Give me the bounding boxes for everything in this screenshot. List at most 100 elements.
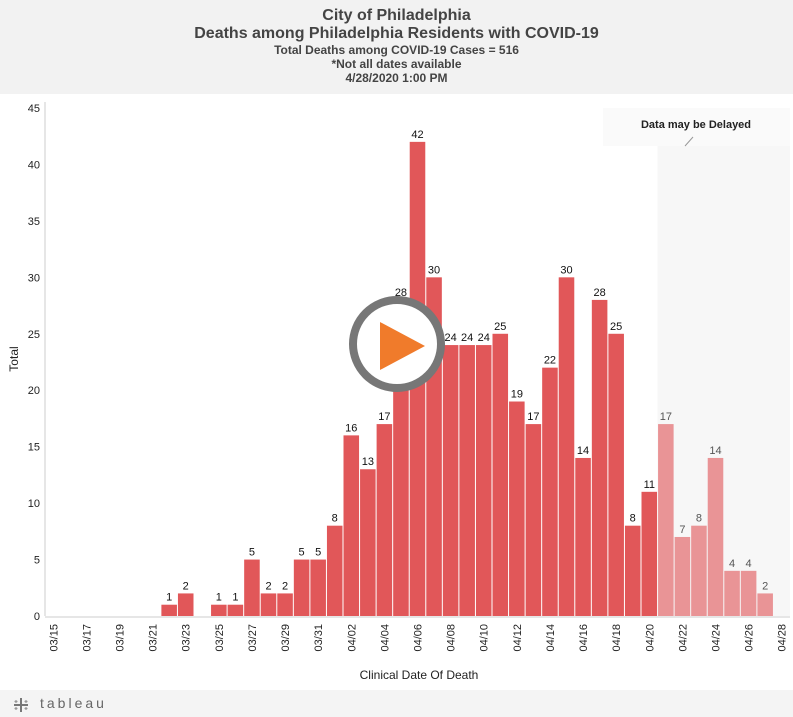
bar-04-12[interactable] <box>509 401 525 616</box>
bar-04-17[interactable] <box>591 299 608 616</box>
bar-04-25[interactable] <box>724 570 740 616</box>
bar-04-24[interactable] <box>707 457 724 616</box>
bar-value-label: 8 <box>332 513 338 525</box>
bar-value-label: 1 <box>166 592 172 604</box>
y-axis: 0 5 10 15 20 25 30 35 40 45 <box>28 102 46 623</box>
y-tick-label: 25 <box>28 329 40 341</box>
bar-04-09[interactable] <box>459 345 475 616</box>
bar-03-28[interactable] <box>260 593 277 616</box>
bar-value-label: 17 <box>527 411 539 423</box>
bar-04-01[interactable] <box>326 525 343 616</box>
bar-04-21[interactable] <box>658 424 674 616</box>
bar-04-14[interactable] <box>542 367 558 616</box>
annotation-pointer <box>684 136 694 147</box>
tableau-footer: tableau <box>0 690 793 717</box>
bar-value-label: 25 <box>494 321 506 333</box>
bar-value-label: 4 <box>729 558 735 570</box>
bar-04-20[interactable] <box>641 491 658 616</box>
bar-04-11[interactable] <box>492 333 509 616</box>
bar-04-27[interactable] <box>757 593 773 616</box>
y-tick-label: 5 <box>34 555 40 567</box>
bar-value-label: 2 <box>265 580 271 592</box>
bar-04-04[interactable] <box>376 424 393 616</box>
x-tick-label: 03/31 <box>313 624 325 652</box>
chart-header: City of Philadelphia Deaths among Philad… <box>0 0 793 94</box>
bar-value-label: 30 <box>560 264 572 276</box>
y-tick-label: 30 <box>28 272 40 284</box>
bar-03-31[interactable] <box>310 559 326 616</box>
x-tick-label: 04/10 <box>479 624 491 652</box>
x-axis: 03/15 03/17 03/19 03/21 03/23 03/25 03/27 03/29… <box>45 616 790 652</box>
bar-03-25[interactable] <box>211 604 227 616</box>
bar-value-label: 19 <box>511 389 523 401</box>
x-tick-label: 03/25 <box>214 624 226 652</box>
bar-04-15[interactable] <box>558 277 575 616</box>
bar-value-label: 5 <box>315 547 321 559</box>
bar-value-label: 28 <box>395 287 407 299</box>
bar-value-label: 25 <box>610 321 622 333</box>
bar-value-label: 13 <box>362 456 374 468</box>
bar-04-26[interactable] <box>740 570 757 616</box>
bar-value-label: 14 <box>577 445 589 457</box>
bar-value-label: 17 <box>660 411 672 423</box>
bar-value-label: 1 <box>232 592 238 604</box>
bar-value-label: 7 <box>679 524 685 536</box>
bar-03-27[interactable] <box>244 559 260 616</box>
bar-04-10[interactable] <box>475 345 492 616</box>
x-tick-label: 04/12 <box>512 624 524 652</box>
bar-04-03[interactable] <box>360 469 376 616</box>
bar-04-16[interactable] <box>575 457 591 616</box>
bar-04-13[interactable] <box>525 424 542 616</box>
video-play-button[interactable] <box>349 296 445 392</box>
chart-title-city: City of Philadelphia <box>322 7 471 24</box>
tableau-plus-icon <box>14 698 28 712</box>
bar-value-label: 5 <box>299 547 305 559</box>
bar-03-29[interactable] <box>277 593 293 616</box>
x-tick-label: 04/04 <box>379 624 391 652</box>
bar-value-label: 22 <box>544 355 556 367</box>
bar-03-30[interactable] <box>293 559 310 616</box>
annotation-box <box>603 108 790 146</box>
x-tick-label: 04/18 <box>611 624 623 652</box>
tableau-logo[interactable]: tableau <box>14 695 107 712</box>
x-tick-label: 03/15 <box>48 624 60 652</box>
bar-value-label: 2 <box>762 580 768 592</box>
bar-04-18[interactable] <box>608 333 624 616</box>
bar-value-label: 24 <box>478 332 490 344</box>
x-tick-label: 04/28 <box>777 624 789 652</box>
bar-04-23[interactable] <box>691 525 707 616</box>
bar-value-label: 17 <box>378 411 390 423</box>
y-tick-label: 15 <box>28 442 40 454</box>
y-tick-label: 0 <box>34 611 40 623</box>
x-tick-label: 04/20 <box>644 624 656 652</box>
bar-value-label: 11 <box>644 479 655 491</box>
chart-title: Deaths among Philadelphia Residents with… <box>194 25 599 42</box>
bar-03-23[interactable] <box>177 593 194 616</box>
bar-03-26[interactable] <box>227 604 244 616</box>
x-tick-label: 04/06 <box>413 624 425 652</box>
x-tick-label: 04/24 <box>711 624 723 652</box>
play-icon[interactable] <box>380 322 425 370</box>
x-axis-title: Clinical Date Of Death <box>360 668 479 682</box>
bar-04-22[interactable] <box>674 536 691 616</box>
bar-04-08[interactable] <box>442 345 459 616</box>
x-tick-label: 04/14 <box>545 624 557 652</box>
bar-value-label: 8 <box>696 513 702 525</box>
bar-value-label: 30 <box>428 264 440 276</box>
y-tick-label: 40 <box>28 159 40 171</box>
x-tick-label: 04/02 <box>346 624 358 652</box>
bar-03-22[interactable] <box>161 604 177 616</box>
x-tick-label: 03/21 <box>148 624 160 652</box>
bar-value-label: 1 <box>216 592 222 604</box>
x-tick-label: 04/16 <box>578 624 590 652</box>
tableau-wordmark: tableau <box>40 695 107 711</box>
update-timestamp: 4/28/2020 1:00 PM <box>345 71 448 85</box>
total-deaths-subtitle: Total Deaths among COVID-19 Cases = 516 <box>274 43 519 57</box>
x-tick-label: 04/08 <box>446 624 458 652</box>
bar-04-02[interactable] <box>343 435 360 616</box>
bar-04-19[interactable] <box>624 525 641 616</box>
bar-value-label: 14 <box>709 445 721 457</box>
bar-value-label: 24 <box>444 332 456 344</box>
